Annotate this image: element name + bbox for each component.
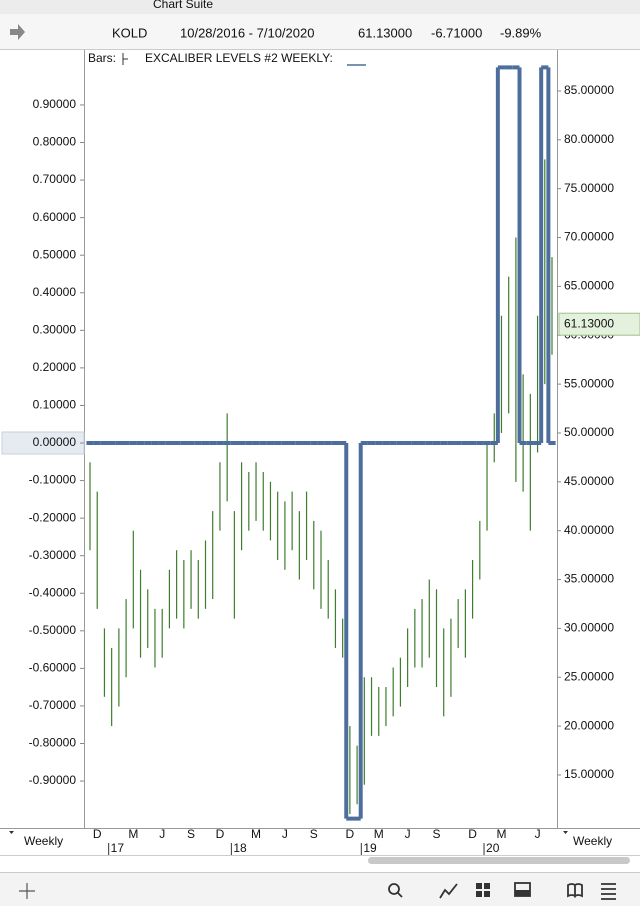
y-tick-label: -0.70000 xyxy=(29,698,77,712)
period-left[interactable]: Weekly xyxy=(24,834,63,848)
last-price-label: 61.13000 xyxy=(564,316,614,330)
grid-button[interactable] xyxy=(476,883,490,897)
x-tick-label: D xyxy=(93,827,102,841)
change-pct: -9.89% xyxy=(500,25,542,40)
y-tick-label: -0.40000 xyxy=(29,585,77,599)
last-price: 61.13000 xyxy=(358,25,412,40)
y-tick-label: -0.80000 xyxy=(29,736,77,750)
x-tick-label: D xyxy=(216,827,225,841)
y2-tick-label: 70.00000 xyxy=(564,230,614,244)
y2-tick-label: 40.00000 xyxy=(564,523,614,537)
window-title: Chart Suite xyxy=(153,0,213,11)
year-label: 17 xyxy=(111,841,125,855)
y2-tick-label: 55.00000 xyxy=(564,376,614,390)
y-tick-label: 0.70000 xyxy=(33,172,77,186)
y-tick-label: 0.80000 xyxy=(33,135,77,149)
y-tick-label: 0.00000 xyxy=(33,435,77,449)
x-tick-label: M xyxy=(496,827,506,841)
y-tick-label: -0.10000 xyxy=(29,473,77,487)
year-label: 19 xyxy=(363,841,377,855)
x-tick-label: M xyxy=(374,827,384,841)
y-tick-label: 0.10000 xyxy=(33,398,77,412)
legend-bars: Bars: xyxy=(88,51,116,65)
x-tick-label: S xyxy=(187,827,195,841)
x-tick-label: J xyxy=(535,827,541,841)
year-label: 20 xyxy=(486,841,500,855)
forward-arrow[interactable] xyxy=(10,24,25,40)
search-handle xyxy=(397,892,403,898)
y-tick-label: -0.60000 xyxy=(29,661,77,675)
scrollbar[interactable] xyxy=(368,857,630,864)
y2-tick-label: 30.00000 xyxy=(564,621,614,635)
book-button[interactable] xyxy=(567,883,583,898)
y2-tick-label: 15.00000 xyxy=(564,767,614,781)
search-button[interactable] xyxy=(388,883,400,895)
symbol[interactable]: KOLD xyxy=(112,25,147,40)
y2-tick-label: 20.00000 xyxy=(564,718,614,732)
title-bar xyxy=(0,0,640,14)
y-tick-label: 0.60000 xyxy=(33,210,77,224)
panel-fill xyxy=(515,890,530,896)
x-tick-label: J xyxy=(282,827,288,841)
x-tick-label: D xyxy=(346,827,355,841)
date-range: 10/28/2016 - 7/10/2020 xyxy=(180,25,314,40)
year-label: 18 xyxy=(233,841,247,855)
x-tick-label: J xyxy=(405,827,411,841)
legend-bar-symbol xyxy=(122,53,128,65)
y2-tick-label: 35.00000 xyxy=(564,572,614,586)
toolbar xyxy=(0,14,640,50)
add-button[interactable] xyxy=(19,883,35,899)
plot: 0.90000 0.80000 0.70000 0.60000 0.50000 0.400… xyxy=(1,65,640,855)
x-tick-label: M xyxy=(128,827,138,841)
dropdown-arrow xyxy=(9,831,14,834)
dropdown-arrow xyxy=(563,831,568,834)
x-tick-label: S xyxy=(432,827,440,841)
y-tick-label: -0.90000 xyxy=(29,773,77,787)
y-tick-label: -0.30000 xyxy=(29,548,77,562)
bottom-toolbar xyxy=(0,872,640,906)
y2-tick-label: 50.00000 xyxy=(564,425,614,439)
x-tick-label: J xyxy=(159,827,165,841)
y2-tick-label: 80.00000 xyxy=(564,132,614,146)
y-tick-label: 0.90000 xyxy=(33,97,77,111)
y2-tick-label: 65.00000 xyxy=(564,279,614,293)
draw-button[interactable] xyxy=(439,883,458,899)
change: -6.71000 xyxy=(431,25,482,40)
x-tick-label: D xyxy=(468,827,477,841)
y2-tick-label: 25.00000 xyxy=(564,669,614,683)
y-tick-label: 0.20000 xyxy=(33,360,77,374)
y-tick-label: -0.50000 xyxy=(29,623,77,637)
y2-tick-label: 85.00000 xyxy=(564,83,614,97)
x-tick-label: M xyxy=(251,827,261,841)
y-tick-label: 0.30000 xyxy=(33,322,77,336)
menu-button[interactable] xyxy=(601,883,616,900)
y-tick-label: -0.20000 xyxy=(29,510,77,524)
x-tick-label: S xyxy=(310,827,318,841)
y-tick-label: 0.50000 xyxy=(33,247,77,261)
y2-tick-label: 45.00000 xyxy=(564,474,614,488)
y2-tick-label: 75.00000 xyxy=(564,181,614,195)
period-right[interactable]: Weekly xyxy=(573,834,612,848)
y-tick-label: 0.40000 xyxy=(33,285,77,299)
last-price-marker xyxy=(558,312,640,336)
legend-indicator: EXCALIBER LEVELS #2 WEEKLY: xyxy=(145,51,333,65)
